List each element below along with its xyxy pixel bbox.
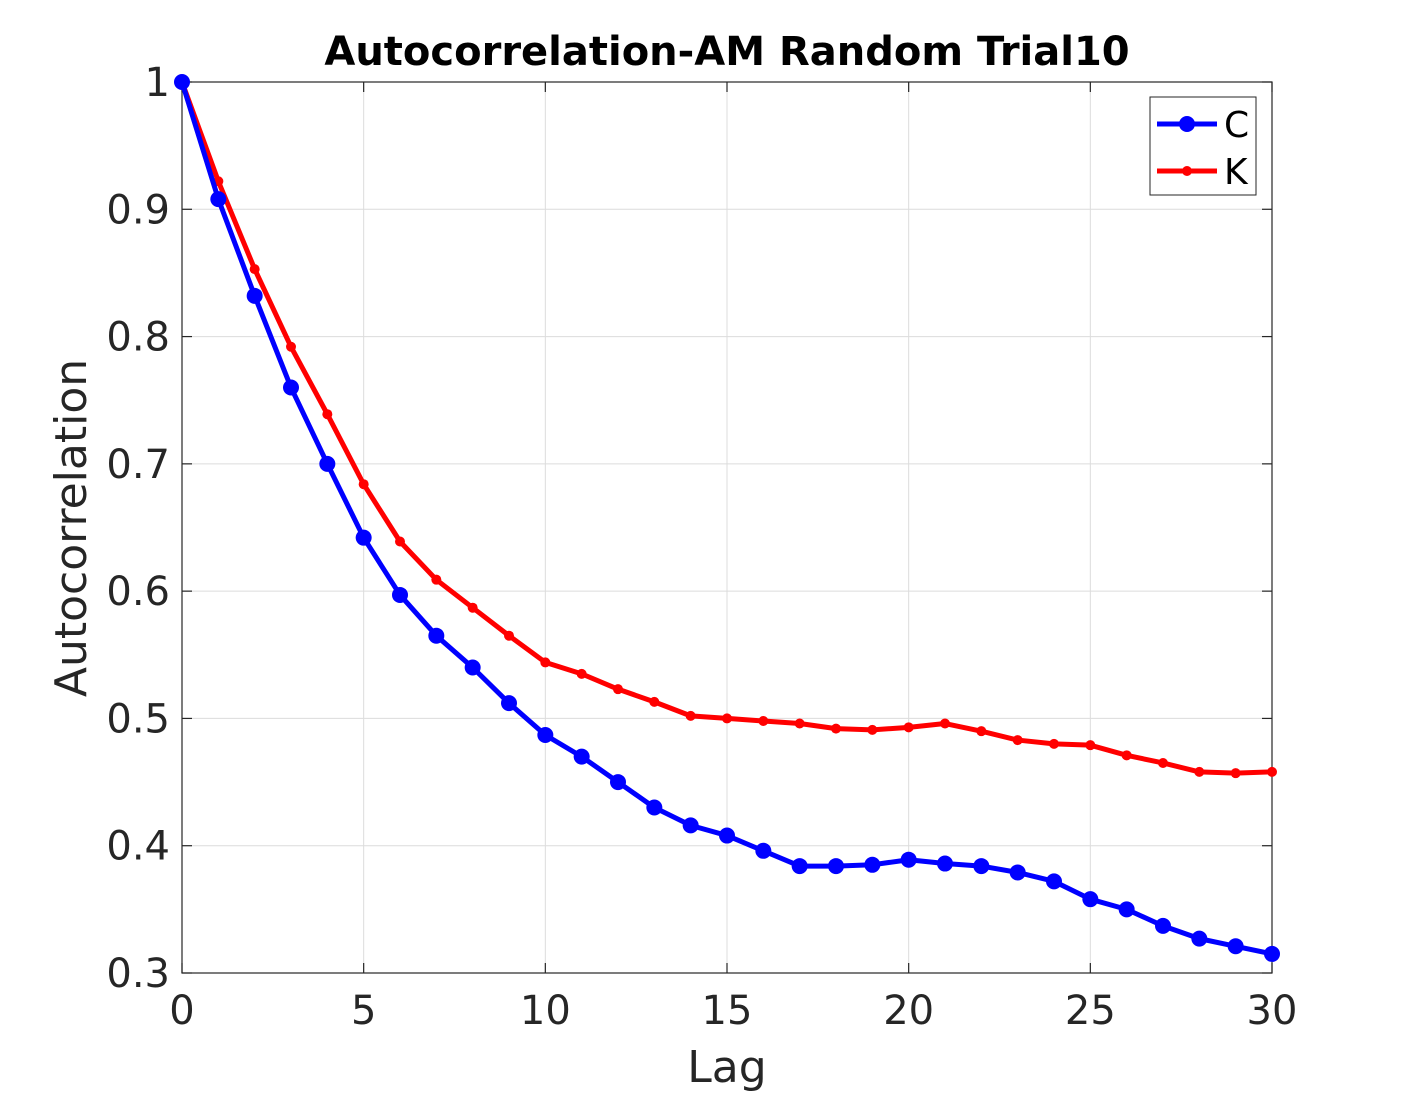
data-point-c (937, 855, 953, 872)
series-c (174, 74, 1280, 962)
data-point-c (973, 858, 990, 875)
data-point-k (1049, 738, 1059, 749)
data-point-c (791, 858, 808, 875)
data-point-k (249, 264, 260, 275)
data-point-k (649, 696, 660, 707)
x-tick-label: 10 (520, 988, 571, 1034)
data-point-c (537, 726, 554, 743)
y-tick-label: 1 (145, 60, 170, 106)
data-point-c (900, 851, 917, 868)
data-point-k (758, 715, 769, 726)
data-point-c (864, 856, 881, 873)
data-point-c (1191, 930, 1208, 947)
data-point-k (395, 536, 405, 547)
y-tick-label: 0.7 (106, 442, 170, 488)
data-point-k (976, 726, 987, 737)
data-point-k (467, 602, 478, 613)
data-point-c (1118, 901, 1135, 918)
data-point-c (1046, 873, 1062, 890)
data-point-c (1264, 945, 1280, 962)
data-point-c (246, 287, 263, 304)
data-point-k (358, 479, 369, 490)
data-point-c (719, 827, 735, 844)
data-point-c (428, 627, 445, 644)
data-point-k (831, 723, 841, 734)
data-point-c (355, 529, 372, 546)
data-point-c (682, 817, 699, 834)
data-point-k (1085, 740, 1096, 751)
data-point-c (755, 842, 772, 859)
y-tick-label: 0.6 (106, 569, 170, 615)
legend-marker-k (1182, 166, 1192, 176)
legend-box (1149, 96, 1257, 196)
data-point-k (540, 657, 551, 668)
data-point-c (1082, 891, 1099, 908)
axis-ticks: 0 5 10 15 20 25 30 0.3 0.4 0.5 0.6 0.7 0.8 0.9 1 (106, 60, 1297, 1034)
data-point-k (722, 713, 732, 724)
data-point-k (1158, 757, 1168, 768)
data-point-c (1227, 938, 1244, 955)
data-point-k (613, 684, 623, 695)
data-point-c (283, 379, 299, 396)
y-tick-label: 0.3 (106, 951, 170, 997)
y-tick-label: 0.5 (106, 696, 170, 742)
data-point-c (174, 74, 190, 90)
data-point-k (903, 722, 914, 733)
data-point-c (392, 586, 408, 603)
data-point-k (1012, 735, 1023, 746)
data-point-c (210, 191, 227, 208)
data-point-k (1121, 750, 1132, 761)
data-point-c (828, 858, 844, 875)
data-point-k (1194, 766, 1205, 777)
data-point-c (1155, 917, 1171, 934)
series-k (177, 77, 1277, 779)
data-point-c (464, 659, 481, 676)
data-point-k (794, 718, 805, 729)
data-point-c (573, 748, 590, 765)
data-point-c (319, 455, 336, 472)
chart-title: Autocorrelation-AM Random Trial10 (324, 29, 1129, 75)
data-point-c (501, 695, 517, 712)
grid (181, 81, 1273, 974)
legend: C K (1149, 96, 1257, 196)
legend-marker-c (1179, 116, 1195, 132)
data-point-c (646, 799, 663, 816)
x-tick-label: 0 (169, 988, 194, 1034)
x-tick-label: 15 (702, 988, 753, 1034)
legend-label-k: K (1224, 152, 1249, 193)
data-point-k (685, 710, 696, 721)
y-tick-label: 0.8 (106, 315, 170, 361)
y-tick-label: 0.4 (106, 824, 170, 870)
data-point-k (286, 341, 296, 352)
x-tick-label: 5 (351, 988, 376, 1034)
y-tick-label: 0.9 (106, 187, 170, 233)
series-group (174, 74, 1280, 962)
data-point-k (867, 724, 878, 735)
data-point-c (1009, 864, 1026, 881)
x-tick-label: 25 (1065, 988, 1116, 1034)
data-point-k (940, 718, 950, 729)
data-point-k (1267, 766, 1277, 777)
legend-label-c: C (1224, 105, 1249, 146)
x-tick-label: 20 (883, 988, 934, 1034)
data-point-k (1230, 768, 1241, 779)
data-point-k (322, 409, 333, 420)
y-axis-label: Autocorrelation (46, 359, 97, 697)
data-point-k (576, 668, 587, 679)
x-axis-label: Lag (687, 1042, 766, 1093)
data-point-k (431, 574, 442, 585)
data-point-c (610, 774, 626, 791)
x-tick-label: 30 (1247, 988, 1298, 1034)
data-point-k (504, 630, 514, 641)
